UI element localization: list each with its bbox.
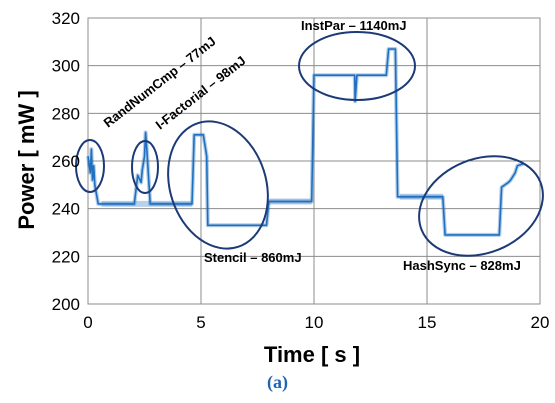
y-axis-label: Power [ mW ] bbox=[14, 90, 39, 229]
y-tick-label: 200 bbox=[52, 295, 80, 314]
y-tick-label: 260 bbox=[52, 152, 80, 171]
hashsync-ellipse bbox=[418, 155, 544, 257]
axis-ticks: 200 220 240 260 280 300 320 0 5 10 15 20 bbox=[52, 9, 550, 332]
y-tick-label: 300 bbox=[52, 57, 80, 76]
figure-caption: (a) bbox=[267, 372, 288, 392]
y-tick-label: 320 bbox=[52, 9, 80, 28]
active-trace bbox=[86, 47, 525, 237]
y-tick-label: 220 bbox=[52, 247, 80, 266]
annotation-stencil: Stencil – 860mJ bbox=[204, 250, 302, 265]
x-tick-label: 10 bbox=[305, 313, 324, 332]
x-tick-label: 5 bbox=[196, 313, 205, 332]
x-axis-label: Time [ s ] bbox=[264, 342, 360, 367]
stencil-ellipse bbox=[167, 120, 269, 250]
y-tick-label: 280 bbox=[52, 104, 80, 123]
y-tick-label: 240 bbox=[52, 200, 80, 219]
x-tick-label: 20 bbox=[531, 313, 550, 332]
active-series-line bbox=[87, 48, 525, 236]
x-tick-label: 15 bbox=[418, 313, 437, 332]
ifactorial-ellipse bbox=[131, 140, 159, 194]
randnumcmp-ellipse bbox=[75, 139, 105, 193]
instpar-ellipse bbox=[298, 31, 416, 101]
annotation-instpar: InstPar – 1140mJ bbox=[301, 18, 407, 33]
x-tick-label: 0 bbox=[83, 313, 92, 332]
annotation-hashsync: HashSync – 828mJ bbox=[403, 258, 521, 273]
